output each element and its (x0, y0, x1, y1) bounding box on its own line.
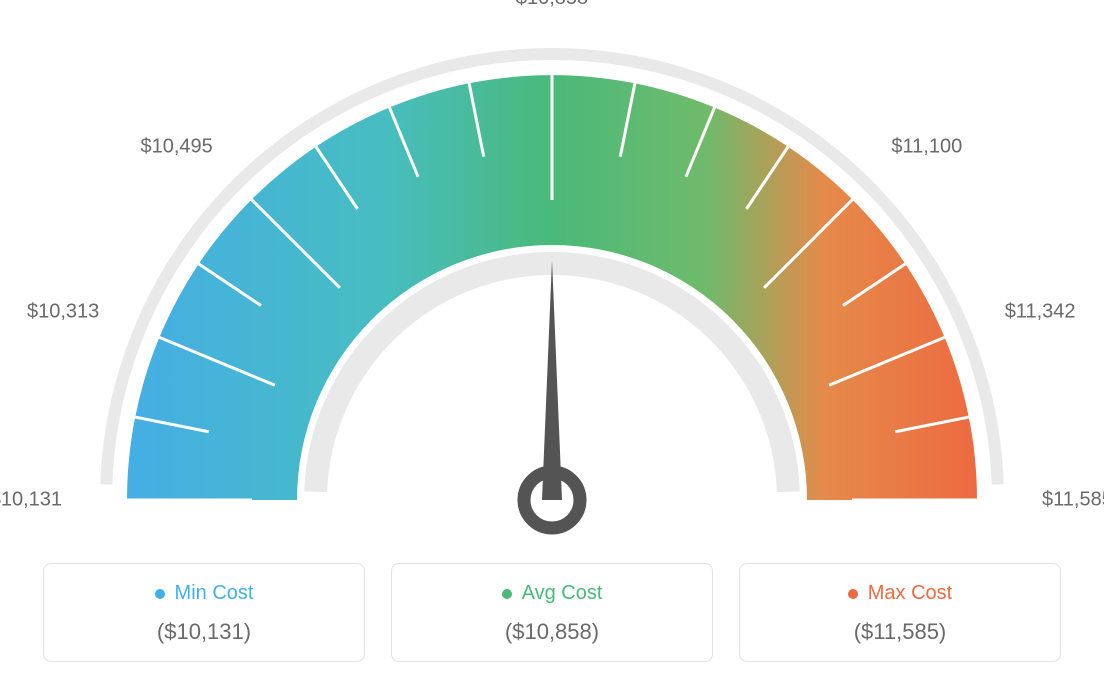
legend-dot-icon (155, 589, 165, 599)
tick-label: $10,313 (27, 301, 99, 324)
gauge-area: $10,131 $10,313 $10,495 $10,858 $11,100 $11,3… (0, 0, 1104, 560)
legend-card-max: Max Cost ($11,585) (739, 563, 1061, 662)
legend-title-text: Max Cost (868, 582, 952, 605)
legend-title: Avg Cost (502, 582, 603, 605)
tick-label: $10,858 (516, 0, 588, 10)
legend-row: Min Cost ($10,131) Avg Cost ($10,858) Max Co… (0, 563, 1104, 662)
tick-label: $11,585 (1042, 489, 1104, 512)
legend-title: Max Cost (848, 582, 952, 605)
legend-title-text: Min Cost (175, 582, 254, 605)
tick-label: $11,100 (891, 135, 962, 158)
legend-title-text: Avg Cost (522, 582, 603, 605)
legend-dot-icon (848, 589, 858, 599)
tick-label: $10,495 (140, 135, 212, 158)
tick-label: $11,342 (1005, 301, 1076, 324)
legend-value: ($10,858) (392, 619, 712, 645)
cost-gauge-chart: { "gauge": { "type": "gauge", "cx": 552,… (0, 0, 1104, 690)
legend-dot-icon (502, 589, 512, 599)
legend-title: Min Cost (155, 582, 254, 605)
legend-value: ($10,131) (44, 619, 364, 645)
gauge-svg (0, 0, 1104, 560)
legend-value: ($11,585) (740, 619, 1060, 645)
legend-card-avg: Avg Cost ($10,858) (391, 563, 713, 662)
tick-label: $10,131 (0, 489, 62, 512)
legend-card-min: Min Cost ($10,131) (43, 563, 365, 662)
